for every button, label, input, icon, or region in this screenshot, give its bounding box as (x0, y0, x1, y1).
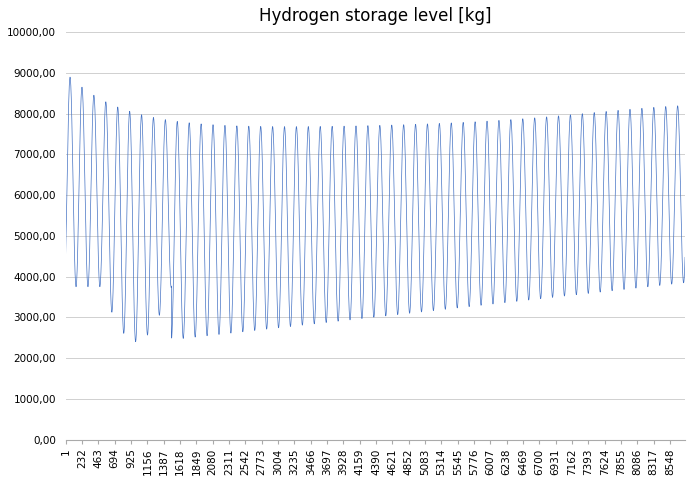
Title: Hydrogen storage level [kg]: Hydrogen storage level [kg] (259, 7, 491, 25)
